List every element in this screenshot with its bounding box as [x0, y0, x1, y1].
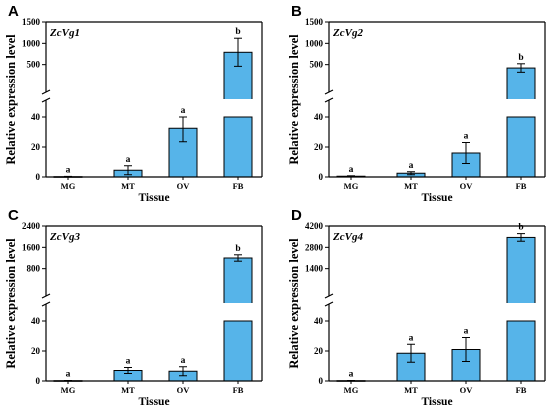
y-tick-label: 40 [314, 316, 324, 326]
axis-break-mark [41, 293, 51, 299]
panel-letter: D [291, 207, 302, 224]
panel-letter: C [8, 207, 19, 224]
x-tick-label: MG [61, 181, 76, 191]
y-tick-label: 0 [36, 376, 41, 386]
y-tick-label: 0 [36, 172, 41, 182]
axis-break-mark [324, 97, 334, 103]
bar-fb-lower [506, 116, 536, 178]
y-axis-label: Relative expression level [4, 238, 18, 369]
x-tick-label: MG [344, 385, 359, 395]
chart-title: ZcVg4 [332, 231, 363, 243]
y-tick-label: 40 [314, 112, 324, 122]
y-tick-label: 4200 [305, 221, 324, 231]
y-tick-label: 800 [27, 264, 41, 274]
chart-panel-d: D ZcVg4 Relative expression level a a a b 0 20 40… [287, 207, 546, 406]
significance-letter: a [409, 161, 414, 171]
chart-panel-b: B ZcVg2 Relative expression level a a a b 0 20 40… [287, 3, 546, 204]
axis-break-mark [41, 97, 51, 103]
x-axis-label: Tissue [421, 192, 452, 204]
bar-fb-lower [506, 320, 536, 382]
significance-letter: a [181, 106, 186, 116]
chart-panel-c: C ZcVg3 Relative expression level a a a b 0 20 40… [4, 207, 263, 406]
significance-letter: a [349, 165, 354, 175]
y-axis-label: Relative expression level [287, 34, 301, 165]
axis-break-mark [324, 293, 334, 299]
y-tick-label: 500 [27, 60, 41, 70]
axis-break-mark [41, 301, 51, 307]
chart-title: ZcVg1 [49, 27, 80, 39]
y-axis-label: Relative expression level [4, 34, 18, 165]
x-axis-label: Tissue [138, 396, 169, 406]
x-tick-label: MT [121, 385, 135, 395]
y-tick-label: 1000 [305, 38, 324, 48]
axis-break-mark [324, 89, 334, 95]
y-axis-label: Relative expression level [287, 238, 301, 369]
x-tick-label: FB [233, 385, 244, 395]
significance-letter: b [235, 27, 240, 37]
significance-letter: b [518, 223, 523, 233]
bar-fb-lower [223, 320, 253, 382]
significance-letter: a [66, 165, 71, 175]
y-tick-label: 500 [310, 60, 324, 70]
y-tick-label: 40 [31, 112, 41, 122]
x-axis-label: Tissue [138, 192, 169, 204]
significance-letter: b [518, 53, 523, 63]
x-tick-label: MT [404, 385, 418, 395]
significance-letter: a [126, 357, 131, 367]
y-tick-label: 1500 [305, 17, 324, 27]
axis-break-mark [324, 301, 334, 307]
y-tick-label: 1400 [305, 264, 324, 274]
x-tick-label: OV [460, 181, 474, 191]
y-tick-label: 2800 [305, 242, 324, 252]
y-tick-label: 1500 [22, 17, 41, 27]
significance-letter: a [181, 356, 186, 366]
x-tick-label: FB [516, 181, 527, 191]
significance-letter: a [349, 370, 354, 380]
y-tick-label: 20 [314, 346, 324, 356]
x-tick-label: FB [233, 181, 244, 191]
significance-letter: a [464, 132, 469, 142]
significance-letter: a [409, 333, 414, 343]
significance-letter: a [126, 155, 131, 165]
chart-title: ZcVg3 [49, 231, 80, 243]
y-tick-label: 0 [319, 376, 324, 386]
y-tick-label: 1000 [22, 38, 41, 48]
panel-letter: A [8, 3, 19, 20]
x-tick-label: OV [177, 181, 191, 191]
bar-fb [506, 236, 536, 305]
y-tick-label: 2400 [22, 221, 41, 231]
x-axis-label: Tissue [421, 396, 452, 406]
axis-break-mark [41, 89, 51, 95]
y-tick-label: 1600 [22, 242, 41, 252]
x-tick-label: MT [121, 181, 135, 191]
y-tick-label: 0 [319, 172, 324, 182]
significance-letter: b [235, 244, 240, 254]
y-tick-label: 40 [31, 316, 41, 326]
panel-letter: B [291, 3, 302, 20]
chart-title: ZcVg2 [332, 27, 363, 39]
significance-letter: a [464, 327, 469, 337]
y-tick-label: 20 [314, 142, 324, 152]
bar-fb [506, 67, 536, 101]
y-tick-label: 20 [31, 142, 41, 152]
x-tick-label: MT [404, 181, 418, 191]
x-tick-label: MG [344, 181, 359, 191]
bar-fb-lower [223, 116, 253, 178]
x-tick-label: OV [177, 385, 191, 395]
significance-letter: a [66, 370, 71, 380]
y-tick-label: 20 [31, 346, 41, 356]
chart-panel-a: A ZcVg1 Relative expression level a a a b 0 20 40… [4, 3, 263, 204]
x-tick-label: OV [460, 385, 474, 395]
x-tick-label: FB [516, 385, 527, 395]
bar-fb [223, 257, 253, 305]
x-tick-label: MG [61, 385, 76, 395]
